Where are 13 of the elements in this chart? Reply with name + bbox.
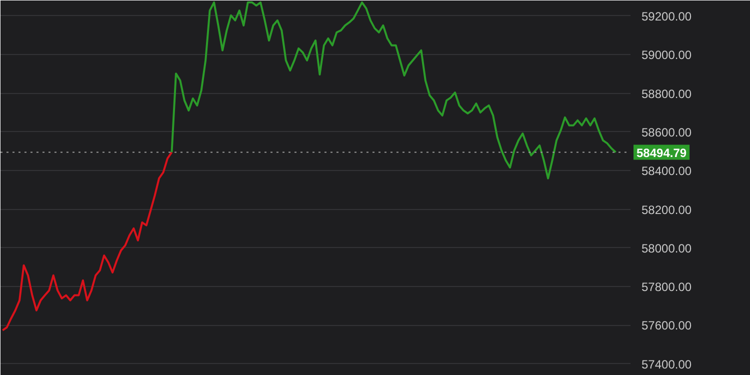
- y-tick-label: 58800.00: [642, 86, 692, 101]
- ref-line-label: 58494.79: [636, 146, 687, 160]
- line-series: [170, 1, 617, 180]
- y-tick-label: 57600.00: [642, 318, 692, 333]
- y-tick-label: 58400.00: [642, 164, 692, 178]
- y-tick-label: 58200.00: [642, 202, 692, 217]
- y-tick-label: 58000.00: [642, 241, 692, 256]
- y-tick-label: 59000.00: [642, 48, 692, 62]
- y-tick-label: 57400.00: [642, 357, 692, 372]
- y-tick-label: 57800.00: [642, 280, 692, 294]
- y-tick-label: 58600.00: [642, 125, 692, 140]
- y-tick-label: 59200.00: [642, 9, 692, 24]
- line-series: [2, 151, 173, 332]
